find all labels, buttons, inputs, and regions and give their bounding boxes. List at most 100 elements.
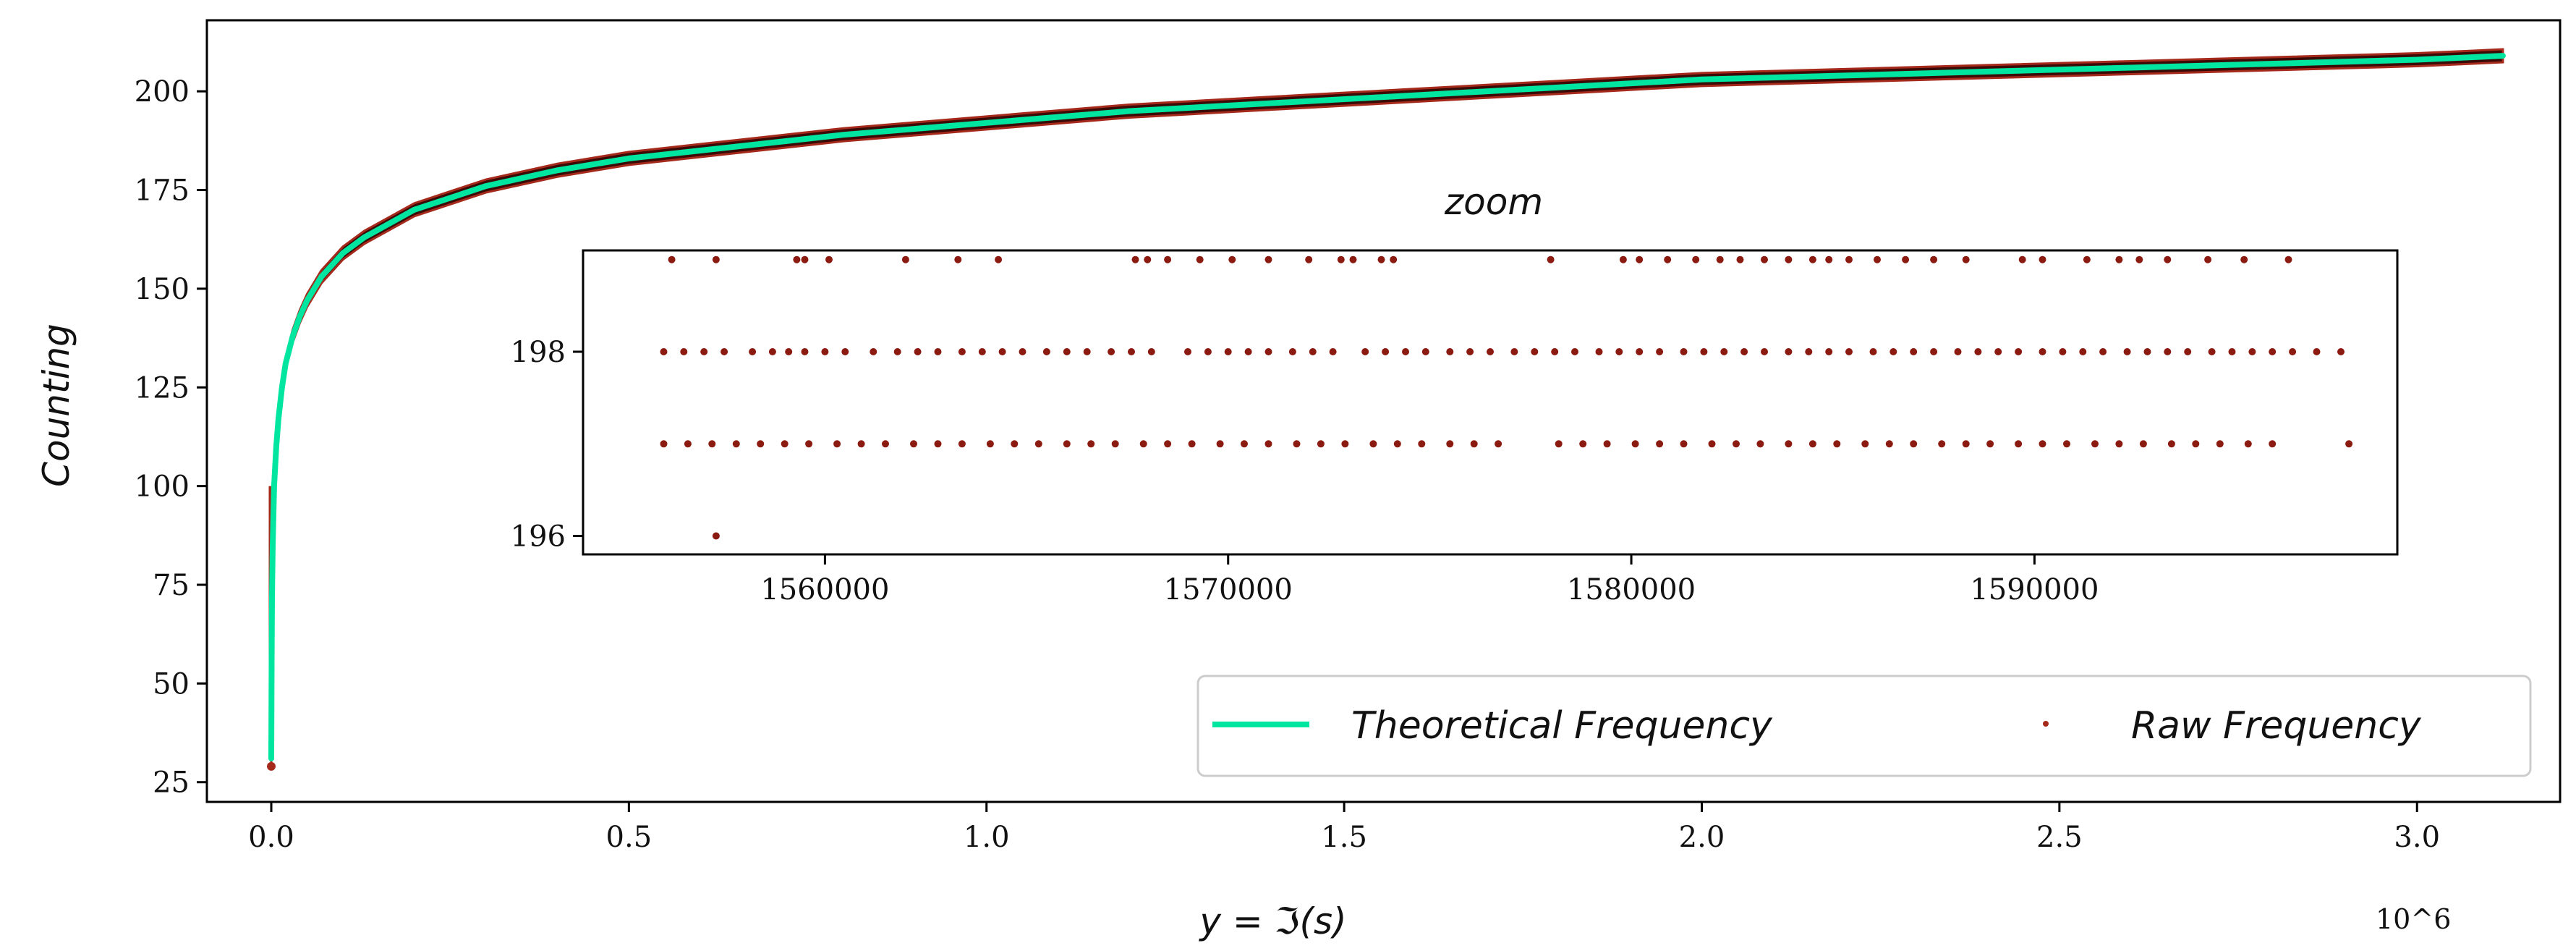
inset-point bbox=[700, 348, 708, 355]
inset-point bbox=[1421, 348, 1429, 355]
inset-point bbox=[1382, 348, 1390, 355]
inset-point bbox=[901, 255, 909, 263]
inset-point bbox=[2289, 348, 2297, 355]
inset-point bbox=[684, 440, 692, 448]
inset-point bbox=[1184, 348, 1191, 355]
inset-point bbox=[2039, 440, 2046, 448]
inset-point bbox=[1551, 348, 1559, 355]
inset-point bbox=[1954, 348, 1962, 355]
inset-point bbox=[2015, 348, 2023, 355]
inset-point bbox=[1874, 255, 1881, 263]
inset-point bbox=[1656, 440, 1664, 448]
inset-point bbox=[1305, 255, 1313, 263]
inset-point bbox=[1805, 348, 1813, 355]
inset-point bbox=[768, 348, 776, 355]
inset-point bbox=[1692, 255, 1700, 263]
main-x-tick-label: 2.0 bbox=[1679, 821, 1725, 854]
main-x-tick-label: 0.5 bbox=[606, 821, 652, 854]
inset-point bbox=[1466, 348, 1474, 355]
inset-point bbox=[1603, 440, 1611, 448]
main-plot-frame bbox=[205, 19, 2562, 803]
inset-point bbox=[1042, 348, 1050, 355]
inset-point bbox=[914, 348, 922, 355]
inset-point bbox=[841, 348, 849, 355]
inset-point bbox=[1825, 348, 1833, 355]
inset-point bbox=[1861, 440, 1869, 448]
inset-point bbox=[954, 255, 962, 263]
inset-point bbox=[910, 440, 917, 448]
inset-point bbox=[1241, 440, 1248, 448]
inset-point bbox=[1910, 348, 1918, 355]
inset-point bbox=[1656, 348, 1664, 355]
inset-point bbox=[1555, 440, 1563, 448]
inset-point bbox=[1808, 255, 1816, 263]
inset-point bbox=[1361, 348, 1369, 355]
inset-point bbox=[1402, 348, 1409, 355]
legend-label-raw: Raw Frequency bbox=[2131, 704, 2422, 748]
raw-frequency-point bbox=[266, 761, 276, 771]
inset-point bbox=[1571, 348, 1578, 355]
inset-point bbox=[1962, 440, 1970, 448]
inset-point bbox=[1377, 255, 1385, 263]
inset-point bbox=[1902, 255, 1910, 263]
inset-point bbox=[1785, 440, 1793, 448]
legend-label-theoretical: Theoretical Frequency bbox=[1351, 704, 1773, 748]
inset-point bbox=[1244, 348, 1252, 355]
inset-background bbox=[583, 250, 2397, 554]
inset-point bbox=[1974, 348, 1982, 355]
inset-point bbox=[1264, 348, 1272, 355]
legend-box bbox=[1196, 675, 2532, 777]
inset-point bbox=[2345, 440, 2353, 448]
inset-point bbox=[1825, 255, 1833, 263]
inset-point bbox=[2240, 255, 2248, 263]
inset-point bbox=[1761, 255, 1768, 263]
inset-point bbox=[986, 440, 994, 448]
inset-point bbox=[1885, 440, 1893, 448]
x-axis-title: y = ℑ(s) bbox=[1198, 900, 1346, 942]
inset-x-tick-label: 1590000 bbox=[1970, 573, 2099, 606]
inset-point bbox=[1994, 348, 2002, 355]
inset-point bbox=[2018, 255, 2026, 263]
inset-point bbox=[1446, 348, 1454, 355]
inset-point bbox=[1664, 255, 1672, 263]
legend: Theoretical Frequency Raw Frequency bbox=[1196, 675, 2532, 777]
inset-point bbox=[1510, 348, 1518, 355]
inset-point bbox=[1204, 348, 1212, 355]
main-y-tick-label: 150 bbox=[135, 273, 190, 306]
inset-point bbox=[1034, 440, 1042, 448]
inset-x-tick-label: 1560000 bbox=[760, 573, 889, 606]
inset-point bbox=[1808, 440, 1816, 448]
inset-title: zoom bbox=[1444, 181, 1543, 223]
theoretical-frequency-line bbox=[268, 53, 2506, 761]
inset-point bbox=[1337, 255, 1345, 263]
inset-point bbox=[1019, 348, 1026, 355]
y-axis-title: Counting bbox=[35, 324, 77, 487]
inset-point bbox=[732, 440, 740, 448]
inset-point bbox=[1631, 440, 1639, 448]
inset-point bbox=[712, 532, 720, 540]
inset-point bbox=[1369, 440, 1377, 448]
main-x-tick-label: 2.5 bbox=[2036, 821, 2083, 854]
inset-point bbox=[660, 348, 668, 355]
inset-point bbox=[2099, 348, 2107, 355]
inset-x-tick-label: 1570000 bbox=[1164, 573, 1293, 606]
inset-point bbox=[1164, 255, 1172, 263]
inset-point bbox=[934, 440, 942, 448]
inset-point bbox=[1111, 440, 1119, 448]
inset-point bbox=[958, 348, 966, 355]
inset-point bbox=[1531, 348, 1539, 355]
inset-point bbox=[749, 348, 757, 355]
inset-point bbox=[2192, 440, 2200, 448]
inset-point bbox=[2204, 255, 2212, 263]
main-y-tick-label: 25 bbox=[153, 766, 190, 800]
inset-point bbox=[1615, 348, 1623, 355]
main-y-tick-label: 75 bbox=[153, 569, 190, 602]
inset-point bbox=[857, 440, 865, 448]
main-x-axis: 0.0 0.5 1.0 1.5 2.0 2.5 3.0 bbox=[248, 802, 2440, 854]
inset-point bbox=[1147, 348, 1155, 355]
inset-point bbox=[2063, 440, 2070, 448]
inset-point bbox=[1087, 440, 1095, 448]
inset-y-axis: 196 198 bbox=[511, 336, 583, 554]
inset-point bbox=[2164, 348, 2172, 355]
inset-point bbox=[2039, 348, 2046, 355]
